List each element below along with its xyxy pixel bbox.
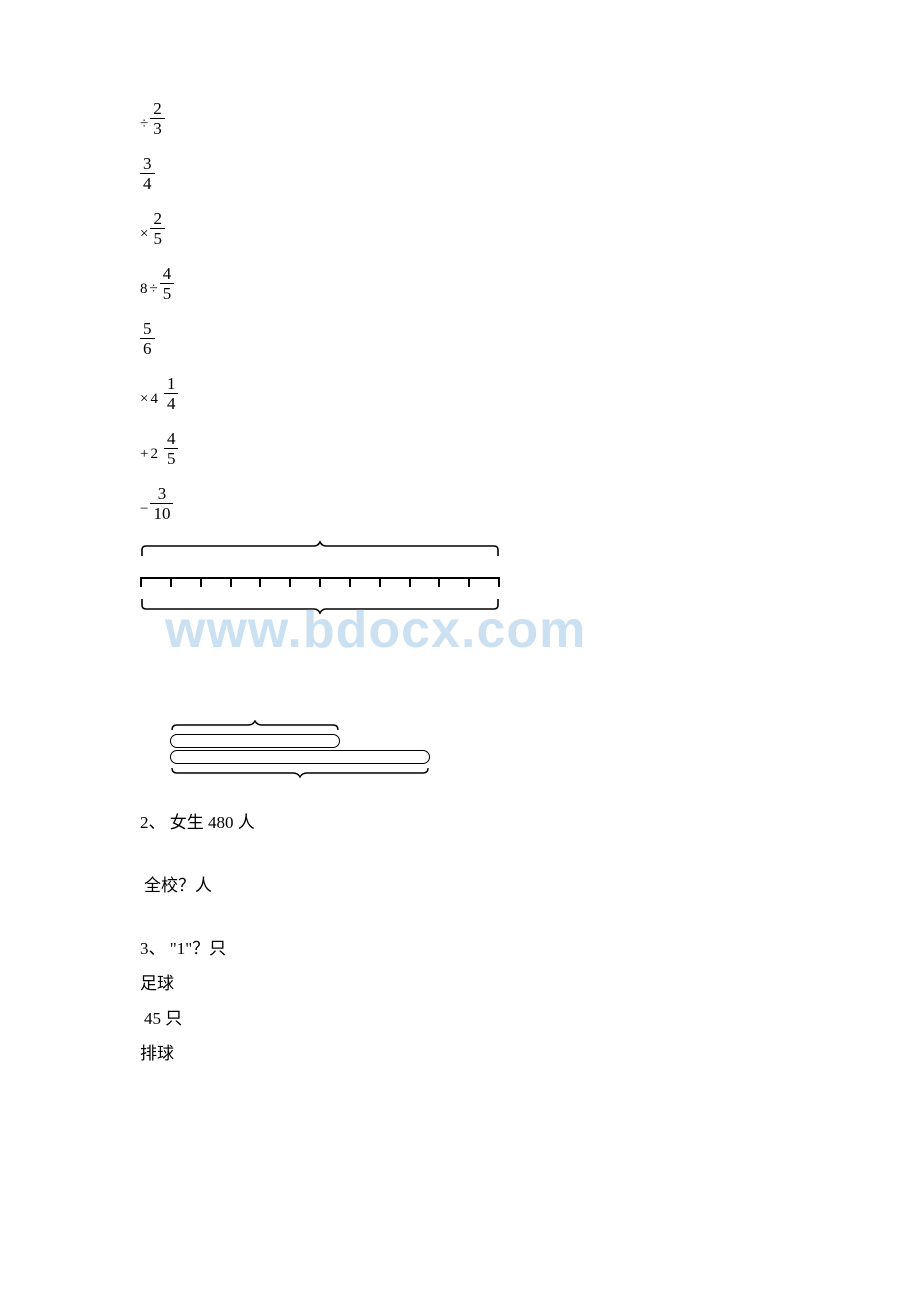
prefix-number: 2 — [150, 446, 158, 463]
operator: ÷ — [140, 116, 148, 133]
fraction: 4 5 — [164, 430, 179, 467]
number-line-underbrace — [140, 595, 500, 615]
number-line-tick — [498, 577, 500, 587]
question-3-line1: 3、 "1"？只 — [140, 934, 780, 959]
number-line-tick — [319, 577, 321, 587]
number-line-tick — [289, 577, 291, 587]
q3-text2: 足球 — [140, 974, 174, 993]
numerator: 3 — [155, 485, 170, 503]
number-line-tick — [200, 577, 202, 587]
fraction: 3 4 — [140, 155, 155, 192]
number-line-axis — [140, 565, 500, 595]
fraction-item: + 2 4 5 — [140, 430, 780, 467]
operator: × — [140, 391, 148, 408]
fraction-item: 3 4 — [140, 155, 780, 192]
operator: ÷ — [150, 281, 158, 298]
q3-text3: 45 只 — [144, 1009, 182, 1028]
q3-text4: 排球 — [140, 1044, 174, 1063]
question-3-line2: 足球 — [140, 969, 780, 994]
q3-text1: "1"？只 — [170, 939, 226, 958]
operator: + — [140, 446, 148, 463]
numerator: 5 — [140, 320, 155, 338]
number-line-tick — [438, 577, 440, 587]
denominator: 5 — [160, 283, 175, 302]
fraction-item: 8 ÷ 4 5 — [140, 265, 780, 302]
ruler-diagram — [170, 720, 780, 778]
denominator: 5 — [164, 448, 179, 467]
fraction-item: ÷ 2 3 — [140, 100, 780, 137]
ruler-overbrace — [170, 720, 340, 732]
fraction-item: − 3 10 — [140, 485, 780, 522]
denominator: 4 — [164, 393, 179, 412]
numerator: 1 — [164, 375, 179, 393]
number-line — [140, 540, 780, 620]
ruler-underbrace — [170, 766, 430, 778]
q3-label: 3、 — [140, 939, 166, 958]
number-line-tick — [468, 577, 470, 587]
ruler-small — [170, 734, 340, 748]
fraction: 2 5 — [150, 210, 165, 247]
number-line-tick — [409, 577, 411, 587]
fraction: 2 3 — [150, 100, 165, 137]
q2-text1: 女生 480 人 — [170, 813, 255, 832]
question-2-line2: 全校？人 — [140, 871, 780, 896]
denominator: 4 — [140, 173, 155, 192]
fraction-item: × 4 1 4 — [140, 375, 780, 412]
number-line-tick — [140, 577, 142, 587]
operator: − — [140, 501, 148, 518]
numerator: 3 — [140, 155, 155, 173]
fraction: 1 4 — [164, 375, 179, 412]
number-line-tick — [259, 577, 261, 587]
number-line-tick — [230, 577, 232, 587]
prefix-number: 8 — [140, 281, 148, 298]
numerator: 2 — [150, 100, 165, 118]
denominator: 10 — [150, 503, 173, 522]
denominator: 3 — [150, 118, 165, 137]
numerator: 4 — [160, 265, 175, 283]
q2-text2: 全校？人 — [144, 876, 212, 895]
fraction-item: 5 6 — [140, 320, 780, 357]
number-line-overbrace — [140, 540, 500, 560]
fraction: 3 10 — [150, 485, 173, 522]
question-2-line1: 2、 女生 480 人 — [140, 808, 780, 833]
fraction-item: × 2 5 — [140, 210, 780, 247]
fraction: 4 5 — [160, 265, 175, 302]
number-line-tick — [170, 577, 172, 587]
question-3-line4: 排球 — [140, 1039, 780, 1064]
number-line-tick — [379, 577, 381, 587]
ruler-large — [170, 750, 430, 764]
q2-label: 2、 — [140, 813, 166, 832]
denominator: 5 — [150, 228, 165, 247]
operator: × — [140, 226, 148, 243]
numerator: 4 — [164, 430, 179, 448]
prefix-number: 4 — [150, 391, 158, 408]
fraction: 5 6 — [140, 320, 155, 357]
question-3-line3: 45 只 — [140, 1004, 780, 1029]
number-line-tick — [349, 577, 351, 587]
numerator: 2 — [150, 210, 165, 228]
denominator: 6 — [140, 338, 155, 357]
